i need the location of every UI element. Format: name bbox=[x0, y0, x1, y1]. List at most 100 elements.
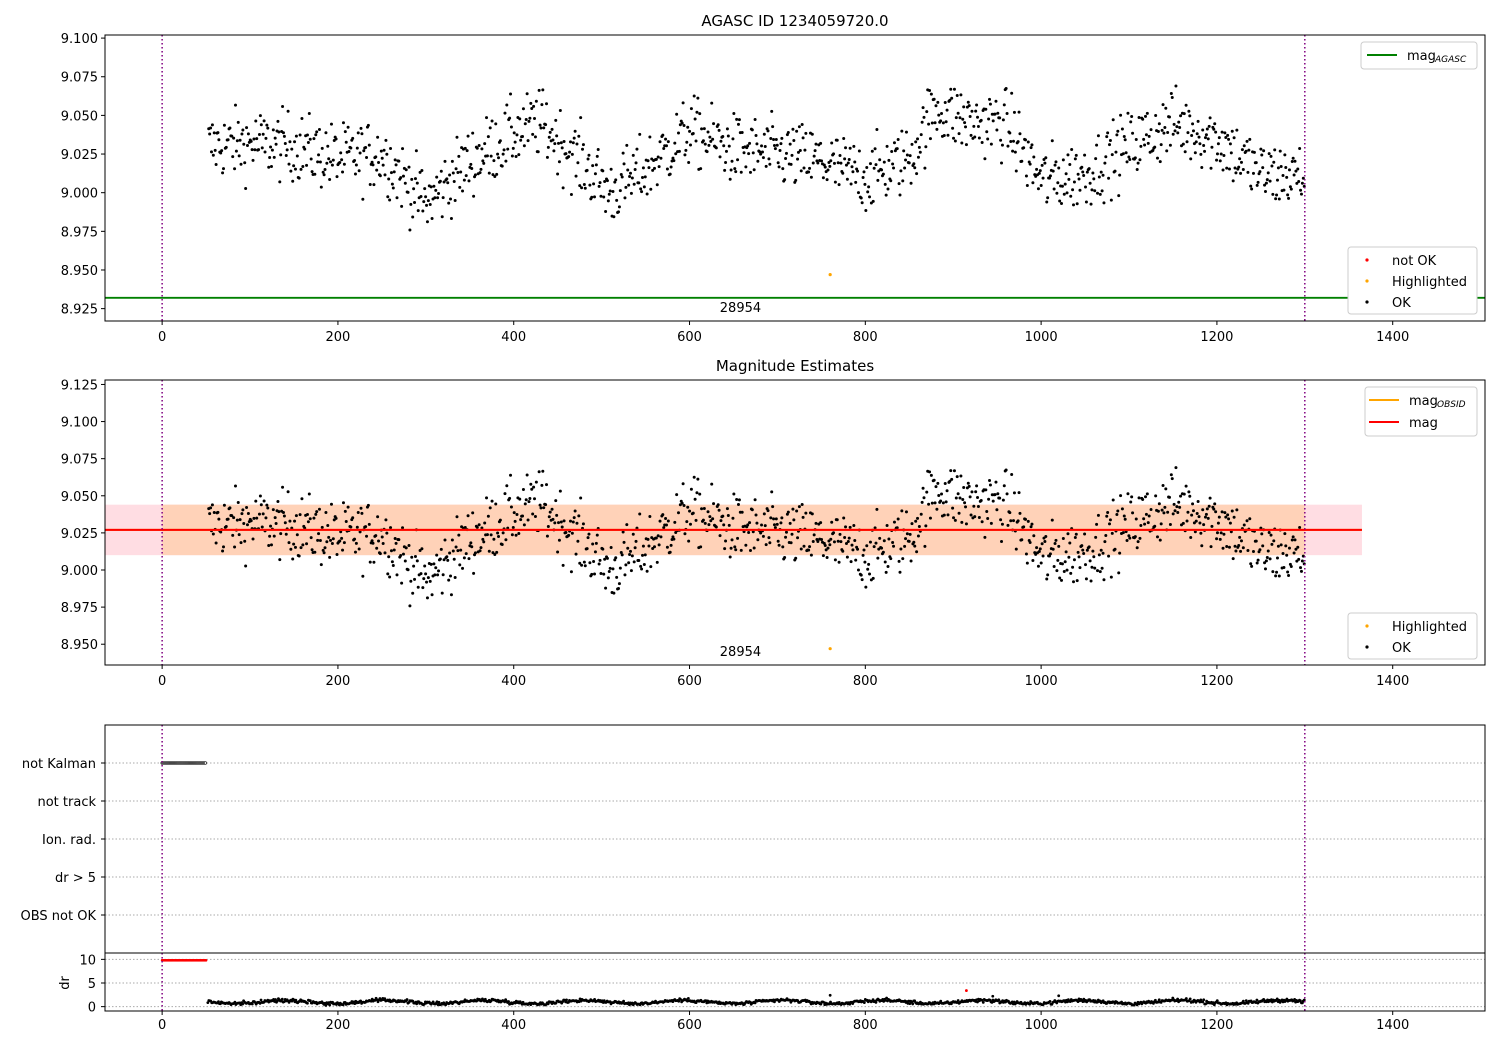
ok-point bbox=[873, 147, 877, 151]
ok-point bbox=[995, 508, 999, 512]
ok-point bbox=[882, 539, 886, 543]
ok-point bbox=[421, 586, 425, 590]
ok-point bbox=[1200, 544, 1204, 548]
ok-point bbox=[1172, 122, 1176, 126]
ok-point bbox=[956, 492, 960, 496]
ok-point bbox=[262, 499, 266, 503]
ok-point bbox=[545, 534, 549, 538]
ok-point bbox=[1146, 521, 1150, 525]
ok-point bbox=[511, 146, 515, 150]
ok-point bbox=[781, 545, 785, 549]
dr-point bbox=[241, 1002, 245, 1006]
ok-point bbox=[525, 473, 529, 477]
ok-point bbox=[454, 167, 458, 171]
ok-point bbox=[240, 512, 244, 516]
ok-point bbox=[776, 539, 780, 543]
ok-point bbox=[984, 488, 988, 492]
ok-point bbox=[553, 142, 557, 146]
ok-point bbox=[1282, 566, 1286, 570]
ok-point bbox=[910, 522, 914, 526]
ok-point bbox=[343, 509, 347, 513]
ok-point bbox=[1267, 530, 1271, 534]
ok-point bbox=[683, 532, 687, 536]
ok-point bbox=[786, 510, 790, 514]
ok-point bbox=[1046, 196, 1050, 200]
ok-point bbox=[272, 155, 276, 159]
ok-point bbox=[615, 575, 619, 579]
ok-point bbox=[1155, 156, 1159, 160]
ok-point bbox=[376, 135, 380, 139]
ok-point bbox=[970, 109, 974, 113]
ok-point bbox=[748, 141, 752, 145]
ok-point bbox=[449, 217, 453, 221]
ok-point bbox=[620, 175, 624, 179]
ok-point bbox=[755, 521, 759, 525]
ok-point bbox=[1144, 133, 1148, 137]
ok-point bbox=[1052, 564, 1056, 568]
legend-frame bbox=[1347, 612, 1478, 660]
ok-point bbox=[432, 184, 436, 188]
ok-point bbox=[1255, 561, 1259, 565]
ok-point bbox=[1230, 509, 1234, 513]
ok-point bbox=[669, 165, 673, 169]
ok-point bbox=[1046, 573, 1050, 577]
ok-point bbox=[331, 158, 335, 162]
ok-point bbox=[312, 516, 316, 520]
ok-point bbox=[242, 522, 246, 526]
ok-point bbox=[898, 193, 902, 197]
ok-point bbox=[475, 525, 479, 529]
ok-point bbox=[1173, 509, 1177, 513]
ok-point bbox=[471, 511, 475, 515]
ok-point bbox=[1012, 139, 1016, 143]
ok-point bbox=[623, 573, 627, 577]
ok-point bbox=[575, 142, 579, 146]
ok-point bbox=[1120, 507, 1124, 511]
ok-point bbox=[987, 117, 991, 121]
ok-point bbox=[987, 497, 991, 501]
ok-point bbox=[1270, 542, 1274, 546]
ok-point bbox=[986, 137, 990, 141]
ok-point bbox=[1158, 538, 1162, 542]
ok-point bbox=[863, 560, 867, 564]
ok-point bbox=[883, 560, 887, 564]
ok-point bbox=[789, 541, 793, 545]
ok-point bbox=[335, 175, 339, 179]
ok-point bbox=[368, 560, 372, 564]
ok-point bbox=[477, 144, 481, 148]
ok-point bbox=[1217, 515, 1221, 519]
ok-point bbox=[841, 171, 845, 175]
ok-point bbox=[1200, 165, 1204, 169]
ok-point bbox=[1300, 559, 1304, 563]
ok-point bbox=[1244, 149, 1248, 153]
ok-point bbox=[226, 517, 230, 521]
dr-point bbox=[819, 1002, 823, 1006]
ok-point bbox=[1107, 143, 1111, 147]
ok-point bbox=[655, 183, 659, 187]
ok-point bbox=[976, 125, 980, 129]
ok-point bbox=[932, 478, 936, 482]
ok-point bbox=[322, 551, 326, 555]
ok-point bbox=[533, 514, 537, 518]
ok-point bbox=[433, 573, 437, 577]
ok-point bbox=[567, 155, 571, 159]
ok-point bbox=[297, 554, 301, 558]
ok-point bbox=[1228, 521, 1232, 525]
ok-point bbox=[1293, 538, 1297, 542]
x-tick-label: 1400 bbox=[1376, 330, 1409, 345]
ok-point bbox=[916, 534, 920, 538]
ok-point bbox=[944, 120, 948, 124]
ok-point bbox=[628, 171, 632, 175]
ok-point bbox=[1187, 490, 1191, 494]
ok-point bbox=[429, 562, 433, 566]
ok-point bbox=[1012, 491, 1016, 495]
ok-point bbox=[614, 178, 618, 182]
ok-point bbox=[1022, 525, 1026, 529]
ok-point bbox=[1091, 549, 1095, 553]
ok-point bbox=[593, 572, 597, 576]
ok-point bbox=[1259, 147, 1263, 151]
ok-point bbox=[395, 196, 399, 200]
ok-point bbox=[288, 519, 292, 523]
ok-point bbox=[544, 503, 548, 507]
ok-point bbox=[1071, 188, 1075, 192]
ok-point bbox=[506, 526, 510, 530]
